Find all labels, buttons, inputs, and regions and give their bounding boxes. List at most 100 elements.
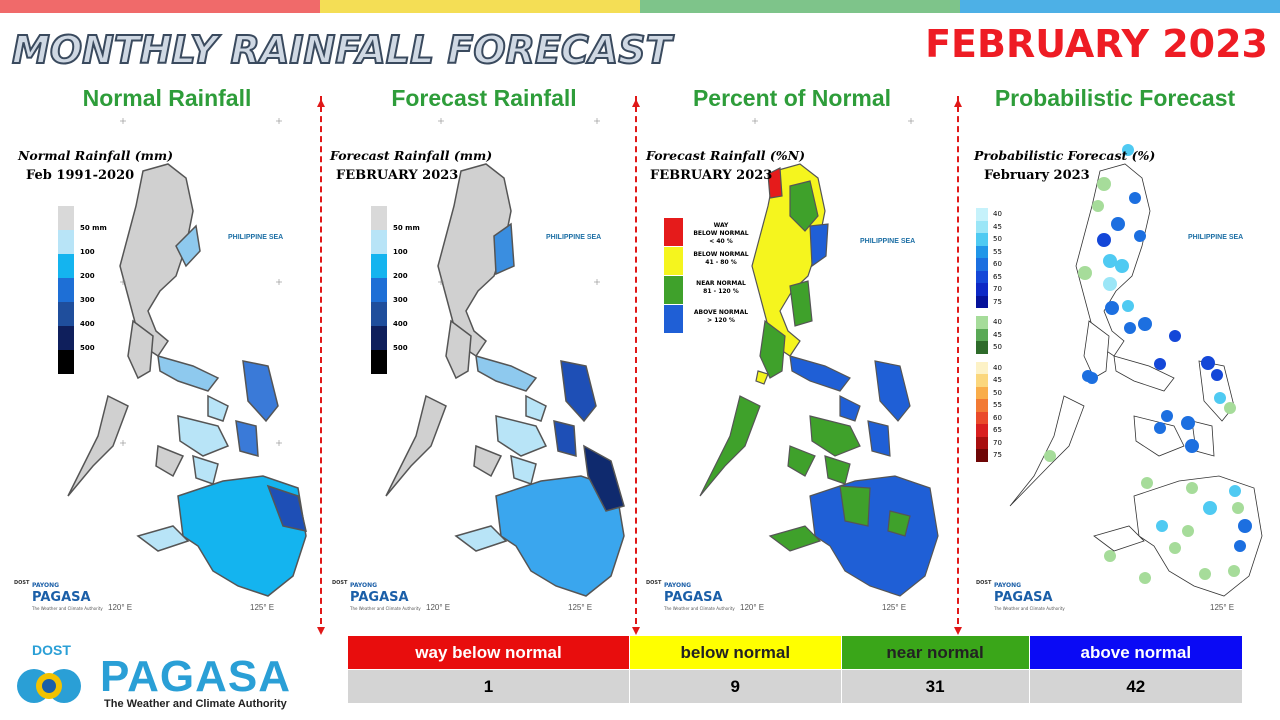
legend-label: 40 — [993, 210, 1002, 218]
divider-arrow-top — [632, 92, 640, 107]
legend-swatch — [976, 245, 988, 258]
legend-label: 40 — [993, 363, 1002, 372]
payong-text: PAYONG — [32, 582, 60, 589]
legend-label: 200 — [80, 272, 95, 280]
legend-label: 50 — [993, 235, 1002, 243]
legend-swatch — [371, 254, 387, 278]
map-title: Forecast Rainfall (%N) — [646, 148, 806, 163]
legend-label: 65 — [993, 272, 1002, 281]
divider-arrow-bottom — [632, 620, 640, 635]
legend-swatch — [976, 386, 988, 399]
map-title: Normal Rainfall (mm) — [18, 148, 173, 163]
category-count: 9 — [629, 669, 842, 704]
legend-label: NEAR NORMAL 81 - 120 % — [696, 280, 746, 295]
legend-swatch — [371, 326, 387, 350]
probability-dots — [1044, 144, 1252, 584]
legend-label: 45 — [993, 376, 1002, 384]
legend-label: 100 — [80, 248, 95, 256]
legend-label: ABOVE NORMAL > 120 % — [693, 309, 749, 324]
legend-swatch — [58, 326, 74, 350]
legend-swatch — [58, 350, 74, 374]
legend-swatch — [976, 361, 988, 374]
category-header: below normal — [629, 635, 842, 670]
legend-swatch — [664, 218, 683, 246]
legend-label: 100 — [393, 248, 408, 256]
dost-text: DOST — [332, 580, 348, 586]
legend-label: WAY BELOW NORMAL < 40 % — [693, 222, 749, 245]
legend-label: 50 — [993, 388, 1002, 397]
category-header: near normal — [840, 635, 1030, 670]
band-blue — [960, 0, 1280, 13]
panel-heading-probabilistic: Probabilistic Forecast — [994, 85, 1236, 111]
legend-label: 55 — [993, 401, 1002, 409]
logo-tagline: The Weather and Climate Authority — [994, 606, 1065, 611]
legend-label: 50 — [993, 343, 1002, 351]
page-title: MONTHLY RAINFALL FORECAST — [11, 27, 672, 73]
sea-label: PHILIPPINE SEA — [1188, 234, 1244, 241]
legend-label: 45 — [993, 330, 1002, 339]
rainfall-legend: 50 mm 100 200 300 400 500 — [371, 206, 420, 374]
category-count: 42 — [1028, 669, 1244, 704]
sea-label: PHILIPPINE SEA — [546, 234, 602, 241]
lon-label: 125° E — [882, 603, 907, 612]
category-header: way below normal — [346, 635, 631, 670]
legend-swatch — [58, 278, 74, 302]
legend-swatch — [58, 302, 74, 326]
table-header-row: way below normal below normal near normal a… — [346, 635, 1244, 670]
legend-swatch — [976, 233, 988, 246]
legend-swatch — [371, 230, 387, 254]
legend-swatch — [976, 208, 988, 221]
table-row: 1 9 31 42 — [346, 669, 1244, 704]
panel-heading-percent: Percent of Normal — [692, 85, 892, 111]
band-red — [0, 0, 320, 13]
sea-label: PHILIPPINE SEA — [860, 238, 916, 245]
pagasa-text: PAGASA — [350, 590, 409, 605]
dost-text: DOST — [646, 580, 662, 586]
legend-label: 60 — [993, 260, 1002, 268]
payong-pagasa-logo: DOST PAYONG PAGASA The Weather and Clima… — [14, 580, 104, 614]
map-title: Probabilistic Forecast (%) — [974, 148, 1156, 163]
map-panel-percent: Forecast Rainfall (%N) FEBRUARY 2023 PHI… — [640, 116, 942, 618]
pagasa-text: PAGASA — [32, 590, 91, 605]
payong-text: PAYONG — [350, 582, 378, 589]
philippines-map — [385, 118, 625, 597]
category-header: above normal — [1028, 635, 1244, 670]
lon-label: 125° E — [1210, 603, 1235, 612]
legend-swatch — [664, 276, 683, 304]
map-subtitle: Feb 1991-2020 — [26, 168, 135, 183]
map-panel-forecast: Forecast Rainfall (mm) FEBRUARY 2023 PHI… — [326, 116, 628, 618]
divider-arrow-top — [954, 92, 962, 107]
lon-label: 120° E — [740, 603, 765, 612]
pagasa-wordmark: PAGASA — [100, 652, 291, 701]
payong-text: PAYONG — [664, 582, 692, 589]
map-panel-normal: Normal Rainfall (mm) Feb 1991-2020 PHILI… — [8, 116, 310, 618]
dost-text: DOST — [976, 580, 992, 586]
dost-label: DOST — [32, 642, 71, 658]
category-count: 1 — [346, 669, 631, 704]
legend-label: 200 — [393, 272, 408, 280]
divider-arrow-top — [317, 92, 325, 107]
brand-tagline: The Weather and Climate Authority — [104, 698, 287, 710]
legend-swatch — [976, 399, 988, 412]
divider-arrow-bottom — [954, 620, 962, 635]
sea-label: PHILIPPINE SEA — [228, 234, 284, 241]
lon-label: 125° E — [568, 603, 593, 612]
legend-label: 40 — [993, 318, 1002, 326]
legend-label: 55 — [993, 247, 1002, 256]
pagasa-text: PAGASA — [994, 590, 1053, 605]
legend-label: 400 — [80, 320, 95, 328]
pagasa-brand-logo: DOST PAGASA The Weather and Climate Auth… — [12, 640, 312, 715]
dost-text: DOST — [14, 580, 30, 586]
legend-label: 500 — [393, 344, 408, 352]
panel-heading-normal: Normal Rainfall — [82, 85, 252, 111]
divider — [632, 96, 640, 635]
legend-label: 300 — [80, 296, 95, 304]
legend-swatch — [371, 350, 387, 374]
panel-heading-forecast: Forecast Rainfall — [391, 85, 577, 111]
legend-label: 75 — [993, 451, 1002, 459]
legend-swatch — [976, 295, 988, 308]
map-subtitle: February 2023 — [984, 168, 1090, 183]
payong-pagasa-logo: DOST PAYONG PAGASA The Weather and Clima… — [646, 580, 736, 614]
legend-label: BELOW NORMAL 41 - 80 % — [693, 251, 749, 266]
